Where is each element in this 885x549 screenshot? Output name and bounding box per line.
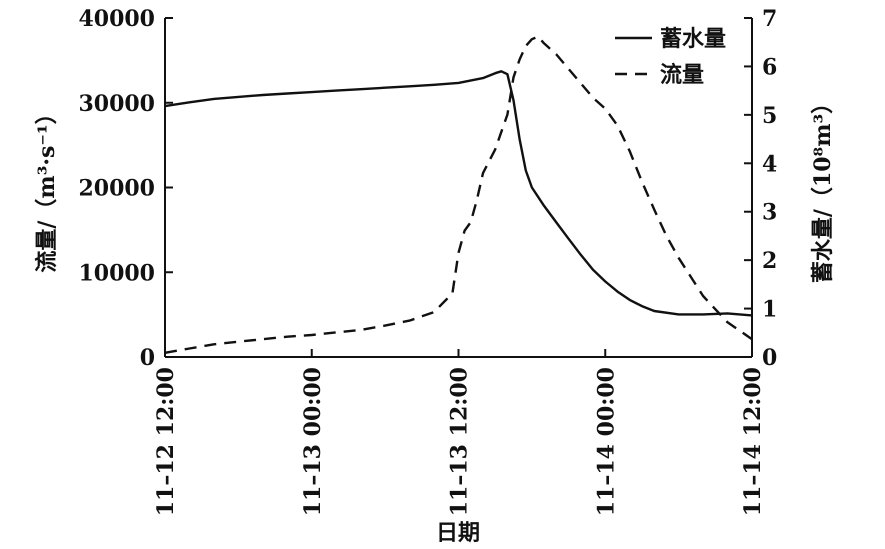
y-right-tick-label: 1 xyxy=(762,297,777,323)
y-right-tick-label: 6 xyxy=(762,54,777,80)
series-group xyxy=(164,35,753,354)
y-right-tick-label: 0 xyxy=(762,345,777,371)
y-left-tick-label: 30000 xyxy=(78,91,155,117)
y-right-tick-label: 5 xyxy=(762,103,777,129)
x-axis-title: 日期 xyxy=(436,520,480,546)
y-right-tick-label: 4 xyxy=(762,151,777,177)
series-line-flow xyxy=(164,35,753,354)
y-left-tick-label: 20000 xyxy=(78,176,155,202)
y-left-tick-label: 10000 xyxy=(78,260,155,286)
legend-label-storage: 蓄水量 xyxy=(660,26,726,52)
x-tick-label: 11–13 12:00 xyxy=(447,367,473,516)
axes: 0 10000 20000 30000 40000 0 1 2 3 4 5 6 7 11–12 12:00… xyxy=(78,6,777,516)
x-tick-label: 11–13 00:00 xyxy=(300,367,326,516)
series-line-storage xyxy=(164,70,753,317)
x-tick-label: 11–14 12:00 xyxy=(740,367,766,516)
y-left-tick-label: 0 xyxy=(140,345,155,371)
y-left-tick-label: 40000 xyxy=(78,6,155,32)
legend-label-flow: 流量 xyxy=(660,62,704,88)
y-axis-left-title: 流量/（m³·s⁻¹） xyxy=(34,102,60,272)
x-tick-label: 11–14 00:00 xyxy=(593,367,619,516)
x-tick-label: 11–12 12:00 xyxy=(153,367,179,516)
legend: 蓄水量 流量 xyxy=(615,26,726,88)
y-axis-right-title: 蓄水量/（10⁸m³） xyxy=(810,92,836,283)
y-right-tick-label: 7 xyxy=(762,6,777,32)
y-right-tick-label: 2 xyxy=(762,248,777,274)
y-right-tick-label: 3 xyxy=(762,200,777,226)
